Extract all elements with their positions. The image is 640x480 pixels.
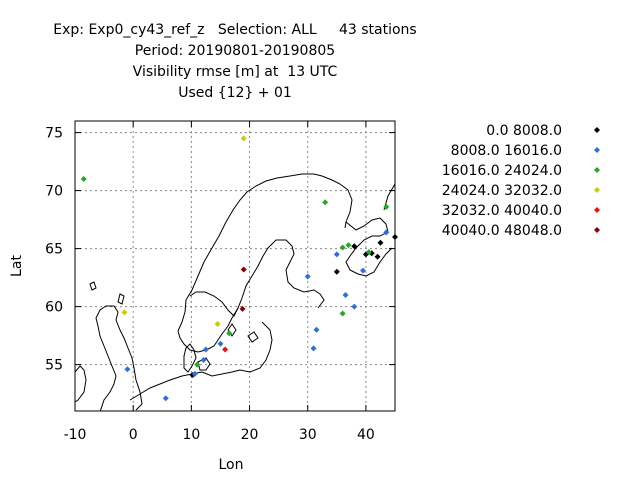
data-point-series-2 [365, 249, 372, 256]
grid-lines [74, 121, 395, 411]
legend-marker [594, 127, 600, 133]
x-tick-label: 20 [241, 427, 259, 443]
data-point-series-1 [217, 340, 224, 347]
data-point-series-1 [342, 292, 349, 298]
data-point-series-1 [200, 356, 207, 363]
x-tick-label: 30 [299, 427, 317, 443]
data-point-series-3 [214, 321, 221, 327]
y-tick-label: 55 [45, 358, 63, 374]
chart-title-line-1: Exp: Exp0_cy43_ref_z Selection: ALL 43 s… [53, 22, 417, 38]
legend-label: 24024.0 32032.0 [442, 183, 562, 199]
data-point-series-0 [333, 268, 340, 275]
legend-label: 32032.0 40040.0 [442, 203, 562, 219]
legend-marker [594, 167, 600, 173]
x-tick-label: -10 [64, 427, 87, 443]
data-point-series-4 [222, 346, 229, 353]
data-point-series-0 [377, 239, 384, 246]
data-point-series-1 [310, 345, 317, 352]
legend-label: 8008.0 16016.0 [451, 143, 562, 159]
data-point-series-1 [202, 346, 209, 353]
y-axis-label: Lat [9, 255, 25, 277]
data-point-series-2 [322, 199, 329, 206]
data-point-series-1 [333, 251, 340, 258]
legend-marker [594, 207, 600, 213]
y-tick-label: 70 [45, 184, 63, 200]
data-point-series-2 [194, 361, 201, 368]
data-point-series-0 [374, 253, 381, 260]
legend: 0.0 8008.0 8008.0 16016.0 16016.0 24024.0 2… [442, 123, 600, 239]
data-point-series-5 [240, 266, 247, 273]
data-point-series-3 [121, 309, 128, 316]
axis-ticks: -10 0 10 20 30 40 55 60 65 70 75 [45, 121, 395, 443]
data-point-series-3 [240, 135, 247, 142]
x-tick-label: 0 [129, 427, 138, 443]
data-point-series-1 [351, 303, 358, 310]
data-point-series-2 [80, 176, 87, 182]
data-point-series-5 [239, 305, 246, 312]
chart-title-line-4: Used {12} + 01 [178, 85, 292, 101]
chart-title-line-3: Visibility rmse [m] at 13 UTC [132, 64, 338, 80]
data-point-series-2 [339, 310, 346, 317]
data-point-series-1 [162, 395, 169, 402]
data-point-series-1 [383, 229, 390, 236]
legend-label: 16016.0 24024.0 [442, 163, 562, 179]
legend-label: 0.0 8008.0 [486, 123, 562, 139]
data-point-series-2 [339, 244, 346, 251]
chart-title-line-2: Period: 20190801-20190805 [134, 43, 336, 59]
y-tick-label: 65 [45, 242, 63, 258]
legend-label: 40040.0 48048.0 [442, 223, 562, 239]
plot-area-frame [74, 120, 396, 412]
data-point-series-1 [360, 267, 366, 274]
data-point-series-2 [383, 203, 390, 210]
data-point-series-1 [313, 326, 320, 333]
x-tick-label: 10 [182, 427, 200, 443]
y-tick-label: 60 [45, 300, 63, 316]
data-point-series-1 [191, 370, 198, 377]
data-point-series-0 [392, 234, 398, 240]
legend-marker [594, 227, 600, 233]
data-points [80, 135, 398, 402]
x-axis-label: Lon [219, 457, 244, 473]
data-point-series-1 [304, 273, 311, 280]
legend-marker [594, 187, 600, 193]
legend-marker [594, 147, 600, 153]
x-tick-label: 40 [357, 427, 375, 443]
data-point-series-2 [226, 330, 233, 337]
data-point-series-1 [124, 366, 131, 373]
y-tick-label: 75 [45, 126, 63, 142]
coastline-map [75, 173, 395, 411]
data-point-series-0 [351, 243, 358, 250]
data-point-series-2 [345, 242, 352, 249]
